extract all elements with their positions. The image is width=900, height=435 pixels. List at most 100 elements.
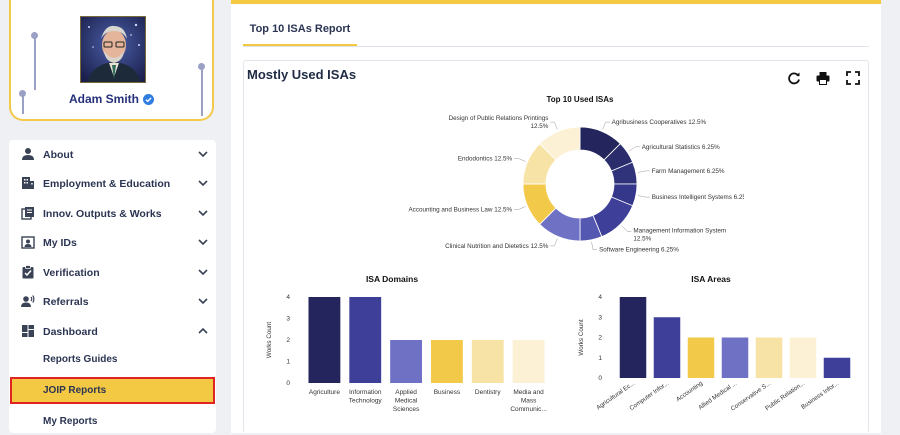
sidebar-subitem-label: Reports Guides bbox=[43, 354, 118, 365]
donut-chart: Top 10 Used ISAs Agribusiness Cooperativ… bbox=[408, 95, 744, 254]
chevron-up-icon bbox=[198, 327, 208, 334]
donut-slice-label: Business Intelligent Systems 6.25% bbox=[652, 194, 744, 201]
bar[interactable] bbox=[755, 337, 783, 379]
sidebar-subitem-label: My Reports bbox=[43, 416, 98, 427]
building-icon bbox=[22, 177, 34, 189]
chevron-down-icon bbox=[198, 298, 208, 305]
bar[interactable] bbox=[721, 337, 749, 379]
speaking-person-icon bbox=[21, 295, 35, 307]
clipboard-check-icon bbox=[22, 265, 34, 279]
donut-leader-line bbox=[628, 146, 640, 152]
sidebar-item-innov-outputs[interactable]: Innov. Outputs & Works bbox=[9, 199, 216, 228]
print-icon[interactable] bbox=[816, 71, 830, 85]
chart-card: Mostly Used ISAs Top 10 Used ISAs Agribu… bbox=[243, 60, 869, 433]
decorative-line bbox=[34, 36, 36, 90]
bar[interactable] bbox=[687, 337, 715, 379]
decorative-dot bbox=[19, 90, 26, 97]
donut-leader-line bbox=[514, 158, 526, 162]
sidebar-item-employment-education[interactable]: Employment & Education bbox=[9, 169, 216, 198]
sidebar-item-verification[interactable]: Verification bbox=[9, 258, 216, 287]
bar[interactable] bbox=[471, 340, 504, 383]
sidebar-subitem-label: JOIP Reports bbox=[43, 385, 107, 396]
sidebar-item-about[interactable]: About bbox=[9, 140, 216, 169]
y-tick-label: 2 bbox=[286, 337, 290, 344]
bar[interactable] bbox=[430, 340, 463, 383]
bar[interactable] bbox=[308, 297, 341, 383]
donut-leader-line bbox=[550, 121, 558, 130]
profile-card: Adam Smith bbox=[9, 0, 214, 121]
isa-domains-bar-chart: ISA Domains Works Count 0 1 2 3 4 Agriculture I… bbox=[266, 274, 547, 413]
donut-slice[interactable] bbox=[539, 126, 581, 161]
x-tick-label: Business bbox=[434, 389, 461, 396]
sidebar-subitem-joip-reports[interactable]: JOIP Reports bbox=[10, 377, 215, 404]
isa-areas-title: ISA Areas bbox=[691, 274, 731, 284]
donut-slice-label: Clinical Nutrition and Dietetics 12.5% bbox=[445, 243, 549, 250]
x-tick-label: Applied Medical Sciences bbox=[393, 389, 420, 413]
y-tick-label: 1 bbox=[598, 355, 602, 362]
sidebar-item-label: Dashboard bbox=[43, 325, 98, 338]
card-title: Mostly Used ISAs bbox=[247, 67, 357, 82]
y-tick-label: 3 bbox=[598, 314, 602, 321]
sidebar-item-label: About bbox=[43, 148, 74, 161]
sidebar-subitem-my-reports[interactable]: My Reports bbox=[9, 408, 216, 435]
sidebar-item-referrals[interactable]: Referrals bbox=[9, 287, 216, 316]
sidebar-item-label: Employment & Education bbox=[43, 177, 171, 190]
y-axis-label: Works Count bbox=[266, 322, 273, 359]
y-axis-label: Works Count bbox=[578, 319, 585, 356]
refresh-icon[interactable] bbox=[787, 71, 801, 85]
bar[interactable] bbox=[349, 297, 382, 383]
sidebar-item-label: My IDs bbox=[43, 236, 77, 249]
bar[interactable] bbox=[512, 340, 545, 383]
y-tick-label: 2 bbox=[598, 335, 602, 342]
sidebar-item-label: Innov. Outputs & Works bbox=[43, 207, 162, 220]
donut-leader-line bbox=[514, 206, 526, 210]
donut-leader-line bbox=[637, 195, 650, 198]
bar[interactable] bbox=[619, 297, 647, 378]
id-card-icon bbox=[21, 236, 35, 249]
x-tick-label: Agriculture bbox=[309, 389, 340, 396]
bar[interactable] bbox=[653, 317, 681, 378]
sidebar: Adam Smith About Employment & Education … bbox=[0, 0, 225, 433]
sidebar-item-label: Referrals bbox=[43, 295, 89, 308]
donut-slice-label: Software Engineering 6.25% bbox=[599, 247, 679, 254]
x-tick-label: Business Infor... bbox=[800, 380, 840, 411]
x-tick-label: Information Technology bbox=[349, 389, 383, 405]
donut-slice-label: Design of Public Relations Printings 12.5… bbox=[449, 115, 549, 130]
y-tick-label: 4 bbox=[598, 294, 602, 301]
decorative-line bbox=[22, 94, 24, 114]
donut-leader-line bbox=[550, 238, 558, 247]
sidebar-menu: About Employment & Education Innov. Outp… bbox=[9, 140, 216, 433]
y-tick-label: 1 bbox=[286, 359, 290, 366]
chevron-down-icon bbox=[198, 210, 208, 217]
isa-domains-title: ISA Domains bbox=[366, 274, 418, 284]
chevron-down-icon bbox=[198, 239, 208, 246]
x-tick-label: Accounting bbox=[675, 380, 705, 404]
donut-slice-label: Farm Management 6.25% bbox=[652, 168, 725, 175]
profile-name: Adam Smith bbox=[11, 92, 212, 106]
main-panel: Top 10 ISAs Report Mostly Used ISAs Top … bbox=[231, 4, 881, 433]
y-tick-label: 3 bbox=[286, 316, 290, 323]
tab-top-10-isas-report[interactable]: Top 10 ISAs Report bbox=[243, 16, 357, 46]
donut-slice-label: Agricultural Statistics 6.25% bbox=[642, 144, 720, 151]
profile-name-text: Adam Smith bbox=[68, 92, 139, 106]
fullscreen-icon[interactable] bbox=[846, 71, 860, 85]
donut-slice-label: Endodontics 12.5% bbox=[458, 155, 513, 162]
bar[interactable] bbox=[390, 340, 423, 383]
sidebar-item-dashboard[interactable]: Dashboard bbox=[9, 317, 216, 346]
donut-leader-line bbox=[591, 241, 598, 250]
tab-bar: Top 10 ISAs Report bbox=[243, 16, 869, 47]
bar[interactable] bbox=[823, 357, 851, 378]
avatar[interactable] bbox=[80, 16, 146, 83]
person-icon bbox=[22, 148, 34, 160]
dashboard-icon bbox=[22, 325, 34, 337]
sidebar-item-label: Verification bbox=[43, 266, 100, 279]
sidebar-subitem-reports-guides[interactable]: Reports Guides bbox=[9, 346, 216, 373]
chevron-down-icon bbox=[198, 151, 208, 158]
sidebar-item-my-ids[interactable]: My IDs bbox=[9, 228, 216, 257]
donut-slice-label: Accounting and Business Law 12.5% bbox=[408, 207, 512, 214]
chevron-down-icon bbox=[198, 180, 208, 187]
bar[interactable] bbox=[789, 337, 817, 379]
x-tick-label: Dentistry bbox=[475, 389, 501, 396]
donut-slice-label: Agribusiness Cooperatives 12.5% bbox=[612, 119, 707, 126]
